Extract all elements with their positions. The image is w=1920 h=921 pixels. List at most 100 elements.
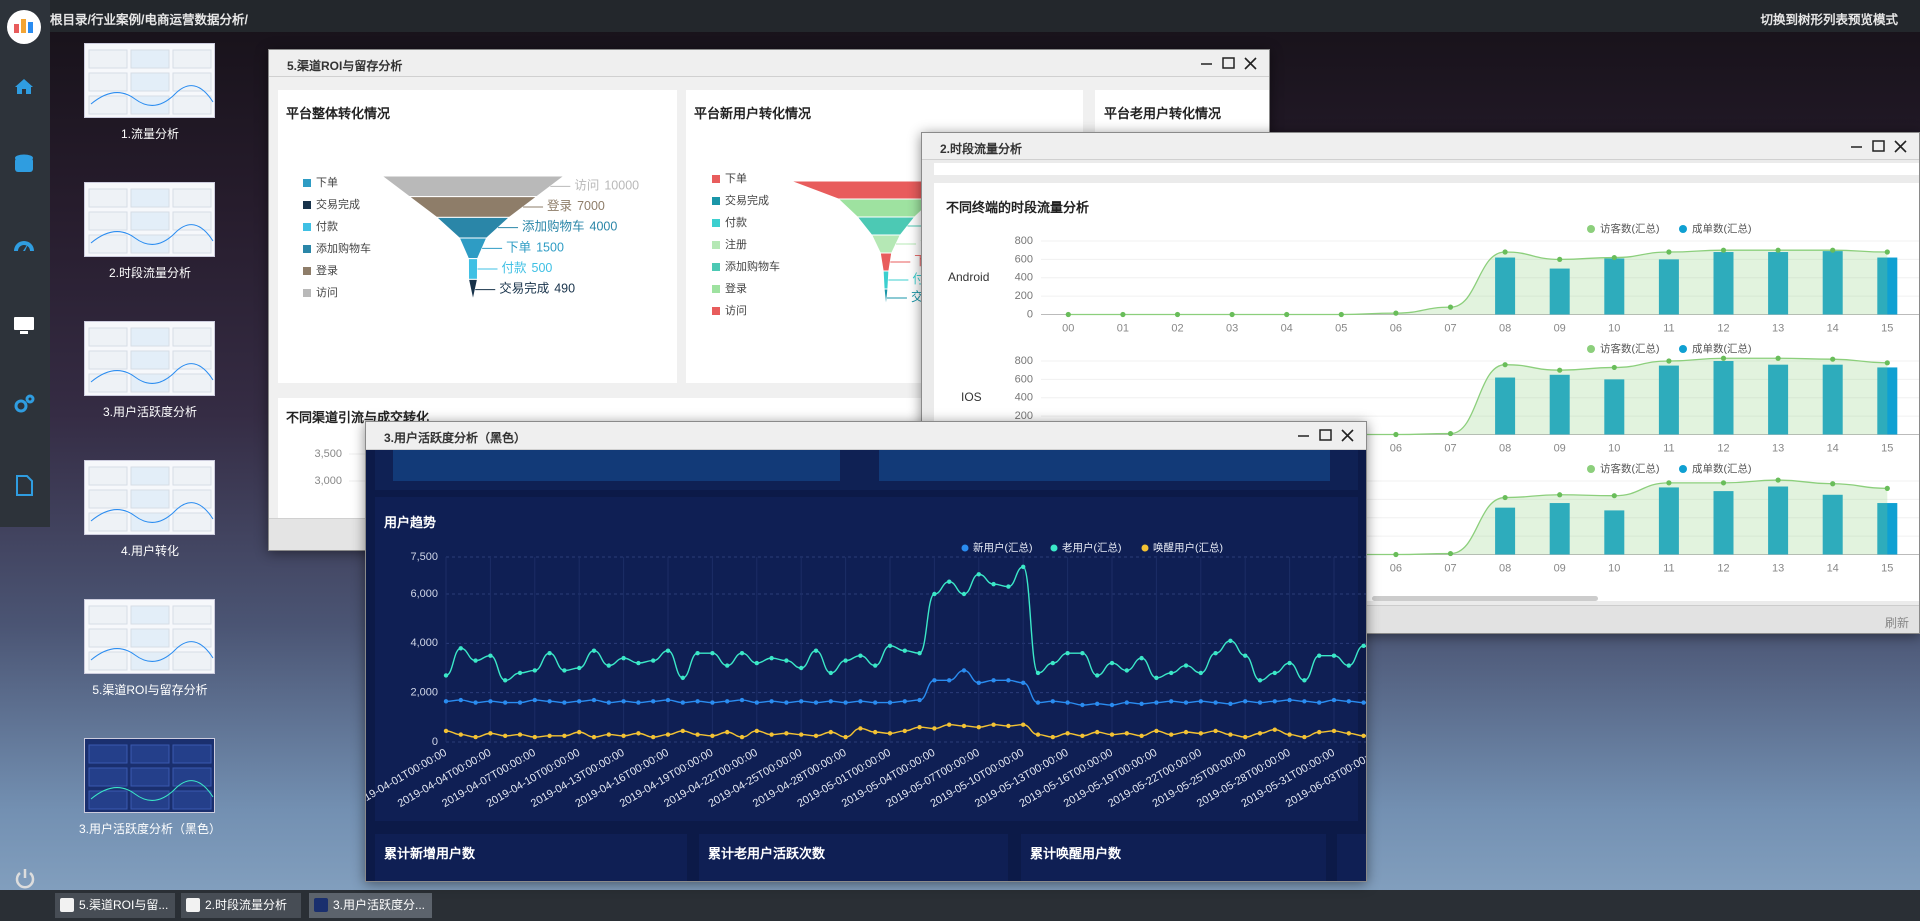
thumbnail-label[interactable]: 3.用户活跃度分析（黑色）	[78, 822, 221, 836]
point	[680, 700, 685, 705]
legend-label[interactable]: 访客数(汇总)	[1600, 462, 1660, 475]
thumbnail-block	[172, 95, 212, 115]
x-tick-label: 07	[1444, 442, 1456, 454]
point	[651, 734, 656, 740]
taskbar-item[interactable]: 5.渠道ROI与留...	[55, 893, 175, 918]
thumbnail-label[interactable]: 1.流量分析	[120, 127, 179, 141]
point	[858, 653, 863, 658]
switch-mode[interactable]: 切换到树形列表预览模式	[1760, 13, 1898, 27]
funnel-label-value: 4000	[590, 220, 618, 234]
power-icon[interactable]	[12, 866, 38, 892]
legend-label[interactable]: 下单	[725, 172, 747, 185]
close-button[interactable]	[1894, 140, 1907, 153]
legend-label[interactable]: 唤醒用户(汇总)	[1153, 541, 1223, 554]
settings-icon[interactable]	[14, 394, 35, 413]
thumbnail-block	[130, 605, 170, 625]
legend-label[interactable]: 访客数(汇总)	[1600, 222, 1660, 235]
home-icon[interactable]	[15, 79, 33, 94]
point	[1393, 431, 1399, 438]
database-icon[interactable]	[15, 154, 33, 173]
dashboard-icon[interactable]	[14, 241, 34, 251]
thumbnail-block	[172, 49, 212, 69]
legend-label[interactable]: 交易完成	[725, 193, 769, 207]
x-tick-label: 08	[1499, 562, 1511, 574]
y-tick-label: 800	[1015, 235, 1033, 247]
bar	[1768, 486, 1789, 555]
point	[695, 651, 700, 656]
breadcrumb[interactable]: 根目录/行业案例/电商运营数据分析/	[50, 13, 248, 27]
taskbar-item[interactable]: 3.用户活跃度分...	[309, 893, 432, 918]
legend-label[interactable]: 付款	[725, 215, 747, 229]
legend-label[interactable]: 交易完成	[316, 197, 360, 211]
point	[799, 699, 804, 704]
thumbnail-block	[88, 790, 128, 810]
panel	[879, 450, 1330, 481]
thumbnail-label[interactable]: 3.用户活跃度分析	[102, 405, 197, 419]
thumbnail-label[interactable]: 5.渠道ROI与留存分析	[92, 683, 208, 697]
close-button[interactable]	[1341, 429, 1354, 442]
legend-label[interactable]: 成单数(汇总)	[1692, 342, 1752, 355]
legend-label[interactable]: 老用户(汇总)	[1062, 541, 1122, 554]
monitor-icon[interactable]	[14, 317, 34, 334]
point	[517, 700, 523, 705]
point	[1317, 653, 1322, 658]
legend-label[interactable]: 注册	[725, 237, 747, 251]
funnel-segment	[836, 198, 936, 218]
thumbnail[interactable]	[84, 43, 215, 118]
legend-label[interactable]: 成单数(汇总)	[1692, 222, 1752, 235]
legend-label[interactable]: 添加购物车	[316, 241, 371, 255]
point	[1775, 477, 1781, 483]
thumbnail-preview	[88, 466, 214, 532]
legend-label[interactable]: 访问	[316, 286, 338, 299]
point	[1065, 311, 1071, 318]
x-tick-label: 02	[1171, 322, 1183, 334]
point	[1213, 728, 1218, 734]
legend-label[interactable]: 添加购物车	[725, 259, 780, 273]
thumbnail-label[interactable]: 2.时段流量分析	[108, 266, 191, 280]
maximize-button[interactable]	[1319, 429, 1332, 441]
legend-label[interactable]: 登录	[725, 281, 747, 295]
window[interactable]: 3.用户活跃度分析（黑色） 用户趋势 累计新增用户数 累计老用户活跃次数 累计唤醒用…	[365, 421, 1367, 882]
y-tick-label: 600	[1015, 253, 1033, 265]
point	[636, 731, 641, 736]
thumbnail-preview	[88, 188, 214, 254]
thumbnail[interactable]	[84, 738, 215, 813]
window[interactable]: 5.渠道ROI与留存分析 平台整体转化情况 平台新用户转化情况 平台老用户转化情…	[268, 49, 1270, 551]
close-button[interactable]	[1244, 57, 1257, 70]
point	[473, 700, 478, 705]
legend-label[interactable]: 下单	[316, 176, 338, 189]
legend-label[interactable]: 付款	[316, 219, 338, 233]
maximize-button[interactable]	[1222, 57, 1235, 69]
thumbnail[interactable]	[84, 321, 215, 396]
point	[1006, 723, 1011, 729]
legend-label[interactable]: 访问	[725, 304, 747, 317]
x-tick-label: 09	[1554, 322, 1566, 334]
thumbnail-line	[90, 363, 214, 384]
thumbnail[interactable]	[84, 599, 215, 674]
thumbnail-line	[90, 780, 214, 801]
thumbnail[interactable]	[84, 182, 215, 257]
panel-title: 累计唤醒用户数	[1030, 846, 1122, 861]
maximize-button[interactable]	[1872, 140, 1885, 152]
legend-label[interactable]: 登录	[316, 263, 338, 277]
point	[591, 734, 597, 740]
refresh-button[interactable]: 刷新	[1884, 616, 1909, 630]
legend-label[interactable]: 新用户(汇总)	[973, 541, 1033, 554]
thumbnail-label[interactable]: 4.用户转化	[120, 544, 179, 558]
line	[445, 669, 1366, 706]
legend-label[interactable]: 成单数(汇总)	[1692, 462, 1752, 475]
scrollbar[interactable]	[1372, 596, 1598, 601]
point	[1124, 668, 1129, 673]
legend-label[interactable]: 访客数(汇总)	[1600, 342, 1660, 355]
point	[547, 651, 552, 656]
point	[1884, 485, 1890, 491]
bar	[1877, 257, 1898, 315]
taskbar-item[interactable]: 2.时段流量分析	[181, 893, 301, 918]
pdf-icon[interactable]	[16, 475, 33, 496]
point	[769, 732, 774, 737]
x-tick-label: 03	[1226, 322, 1238, 334]
point	[1124, 731, 1129, 736]
funnel-label-name: 访问	[574, 179, 599, 193]
thumbnail[interactable]	[84, 460, 215, 535]
thumbnail-block	[88, 628, 128, 648]
